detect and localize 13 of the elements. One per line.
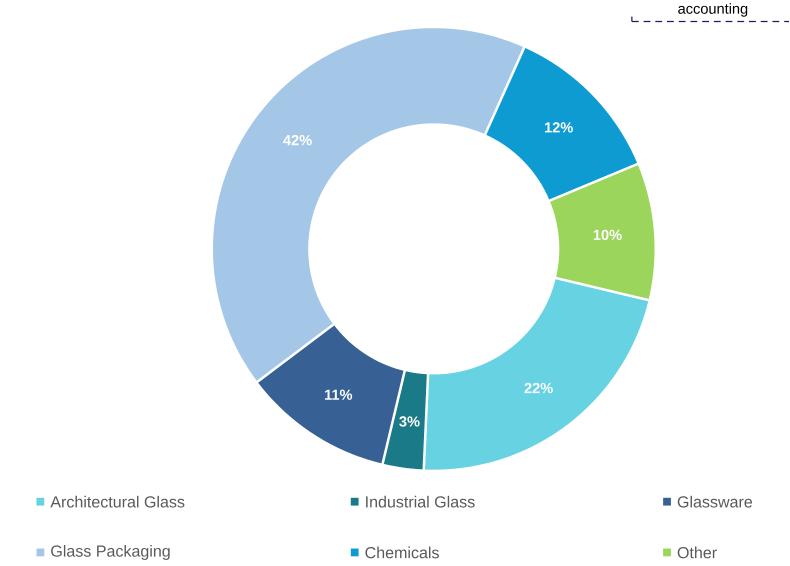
data-label: 11%: [325, 390, 352, 400]
data-label: 22%: [524, 382, 553, 394]
data-label: 12%: [545, 122, 573, 132]
text: accounting: [678, 3, 748, 17]
legend-label: Glass Packaging: [51, 544, 170, 560]
legend-label: Architectural Glass: [50, 496, 184, 508]
legend-label: Chemicals: [365, 546, 439, 558]
data-label: 42%: [283, 134, 312, 146]
legend-label: Other: [678, 546, 717, 558]
data-label: 10%: [594, 230, 622, 240]
legend-label: Industrial Glass: [366, 496, 475, 508]
data-label: 3%: [399, 416, 420, 427]
legend-label: Glassware: [678, 496, 752, 508]
